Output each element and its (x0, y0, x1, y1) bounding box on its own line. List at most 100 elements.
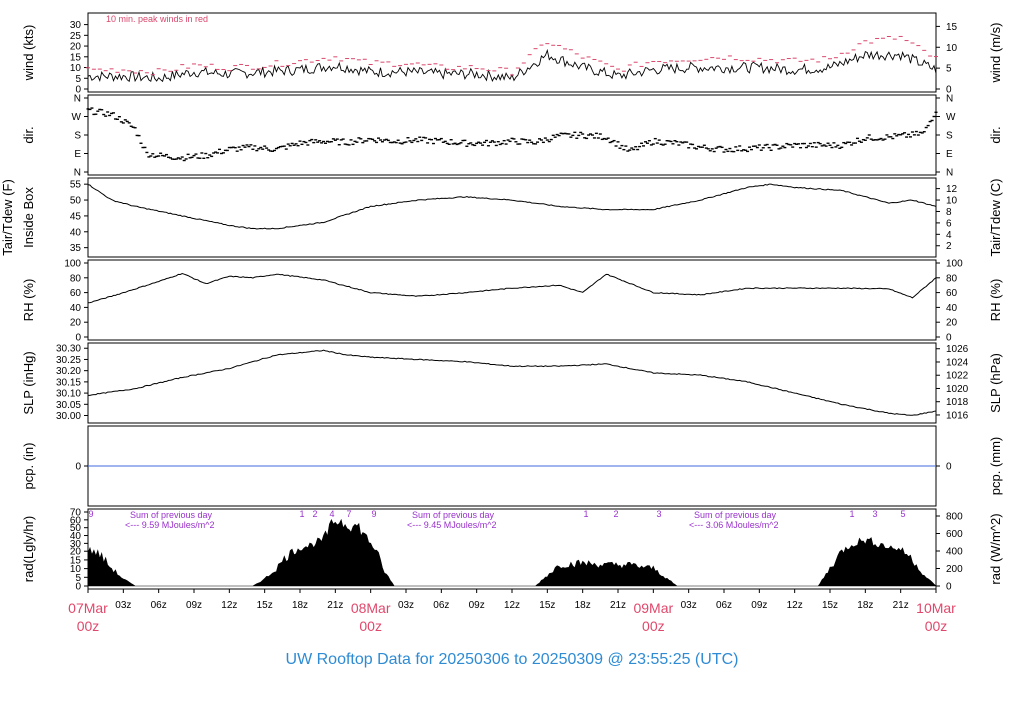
date-label-hour: 00z (77, 618, 100, 634)
slp-left-tick-label: 30.05 (56, 400, 81, 411)
temp-left-tick-label: 35 (70, 243, 82, 254)
wind-left-tick-label: 10 (70, 63, 82, 74)
rh-right-tick-label: 80 (946, 273, 958, 284)
date-label-day: 07Mar (68, 600, 108, 616)
rh-left-tick-label: 60 (70, 288, 82, 299)
temp-right-tick-label: 4 (946, 230, 952, 241)
rh-right-tick-label: 100 (946, 259, 963, 270)
slp-right-tick-label: 1026 (946, 344, 969, 355)
rad-hour-mark: 3 (872, 509, 877, 519)
slp-left-tick-label: 30.25 (56, 355, 81, 366)
precip-left-axis-label: pcp. (in) (21, 443, 36, 490)
temp-right-tick-label: 6 (946, 218, 952, 229)
wind-speed-series-line (87, 48, 937, 83)
wind-right-tick-label: 10 (946, 43, 958, 54)
dir-left-axis-label: dir. (21, 126, 36, 143)
temp-left-tick-label: 40 (70, 227, 82, 238)
rh-right-tick-label: 60 (946, 288, 958, 299)
time-tick-label: 18z (575, 600, 591, 611)
slp-right-axis-label: SLP (hPa) (988, 353, 1003, 413)
rad-hour-mark: 1 (583, 509, 588, 519)
rad-left-tick-label: 10 (70, 564, 82, 575)
rad-left-tick-label: 20 (70, 547, 82, 558)
rad-left-axis-label: rad(Lgly/hr) (21, 516, 36, 582)
time-tick-label: 15z (822, 600, 838, 611)
rh-left-axis-label: RH (%) (21, 279, 36, 322)
rad-daily-sum-annotation: Sum of previous day (412, 510, 495, 520)
rad-daily-sum-annotation: <--- 9.45 MJoules/m^2 (407, 520, 497, 530)
rad-daily-sum-annotation: <--- 3.06 MJoules/m^2 (689, 520, 779, 530)
slp-right-tick-label: 1022 (946, 371, 969, 382)
wind-left-tick-label: 15 (70, 52, 82, 63)
rh-panel-frame (87, 259, 937, 341)
date-label-hour: 00z (642, 618, 665, 634)
dir-left-tick-label: W (72, 112, 82, 123)
slp-left-axis-label: SLP (inHg) (21, 351, 36, 414)
rad-hour-mark: 3 (656, 509, 661, 519)
rad-hour-mark: 2 (312, 509, 317, 519)
rad-hour-mark: 7 (346, 509, 351, 519)
slp-left-tick-label: 30.15 (56, 377, 81, 388)
temp-left-tick-label: 45 (70, 211, 82, 222)
slp-left-tick-label: 30.00 (56, 411, 81, 422)
rh-right-axis-label: RH (%) (988, 279, 1003, 322)
time-tick-label: 09z (186, 600, 202, 611)
rad-daily-sum-annotation: Sum of previous day (694, 510, 777, 520)
rad-hour-mark: 1 (849, 509, 854, 519)
temperature-panel-frame (87, 177, 937, 258)
time-tick-label: 21z (893, 600, 909, 611)
slp-left-tick-label: 30.20 (56, 366, 81, 377)
slp-right-tick-label: 1016 (946, 410, 969, 421)
dir-right-tick-label: W (946, 112, 956, 123)
temp-right-axis-label: Tair/Tdew (C) (988, 178, 1003, 256)
rh-series-line (87, 272, 937, 304)
rad-hour-mark: 9 (88, 509, 93, 519)
time-tick-label: 21z (327, 600, 343, 611)
rh-left-tick-label: 20 (70, 318, 82, 329)
wind-right-axis-label: wind (m/s) (988, 23, 1003, 84)
rad-right-tick-label: 0 (946, 582, 952, 593)
temp-left-tick-label: 55 (70, 180, 82, 191)
rh-right-tick-label: 0 (946, 333, 952, 344)
rh-left-tick-label: 100 (64, 259, 81, 270)
time-tick-label: 03z (398, 600, 414, 611)
rad-right-tick-label: 400 (946, 547, 963, 558)
dir-left-tick-label: E (74, 149, 81, 160)
rad-daily-sum-annotation: Sum of previous day (130, 510, 213, 520)
temp-right-tick-label: 8 (946, 207, 952, 218)
rh-left-tick-label: 80 (70, 273, 82, 284)
slp-series-line (88, 349, 937, 416)
time-tick-label: 03z (681, 600, 697, 611)
slp-right-tick-label: 1020 (946, 384, 969, 395)
time-tick-label: 18z (292, 600, 308, 611)
time-tick-label: 09z (751, 600, 767, 611)
dir-left-tick-label: N (74, 94, 81, 105)
wind-left-tick-label: 30 (70, 20, 82, 31)
temp-series-line (87, 183, 937, 230)
rad-left-tick-label: 0 (75, 582, 81, 593)
slp-right-tick-label: 1018 (946, 397, 969, 408)
precip-right-tick-label: 0 (946, 462, 952, 473)
date-label-day: 09Mar (633, 600, 673, 616)
temp-right-tick-label: 2 (946, 241, 952, 252)
rad-right-tick-label: 800 (946, 512, 963, 523)
wind-right-tick-label: 5 (946, 64, 952, 75)
rad-left-tick-label: 5 (75, 573, 81, 584)
time-tick-label: 15z (257, 600, 273, 611)
rad-left-tick-label: 30 (70, 539, 82, 550)
wind-right-tick-label: 0 (946, 85, 952, 96)
dir-panel-frame (87, 94, 937, 176)
dir-right-tick-label: N (946, 168, 953, 179)
rad-hour-mark: 9 (371, 509, 376, 519)
precip-left-tick-label: 0 (75, 462, 81, 473)
wind-annotation: 10 min. peak winds in red (106, 14, 208, 24)
rad-left-tick-label: 15 (70, 555, 82, 566)
rad-hour-mark: 2 (613, 509, 618, 519)
temp-left-tick-label: 50 (70, 196, 82, 207)
date-label-hour: 00z (925, 618, 948, 634)
time-tick-label: 09z (469, 600, 485, 611)
wind-left-axis-label: wind (kts) (21, 25, 36, 82)
rad-right-tick-label: 600 (946, 529, 963, 540)
radiation-panel-frame (87, 508, 937, 590)
